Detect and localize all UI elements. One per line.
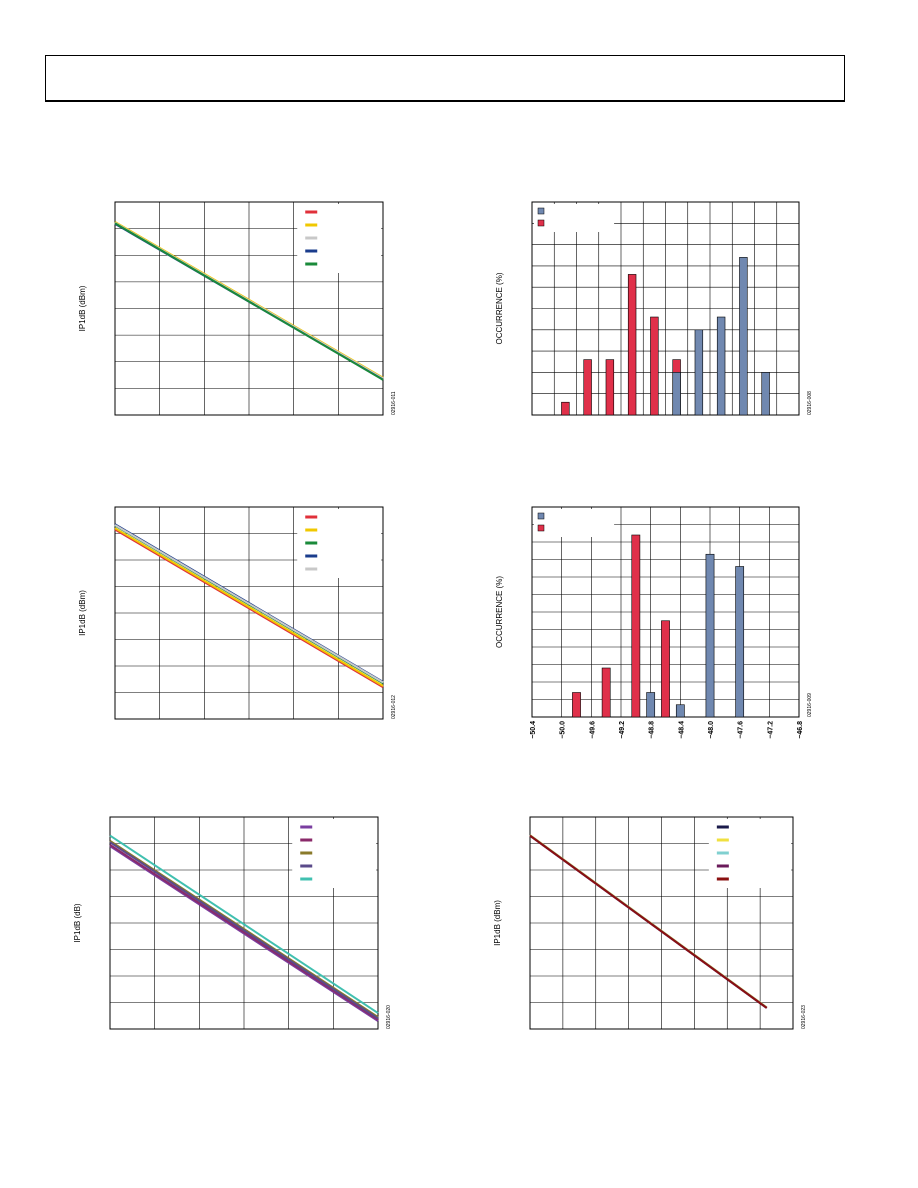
series-line (109, 845, 379, 1022)
occurrence-histogram-2: −50.4 −50.0 −49.6 −49.2 −48.8 −48.4 −48.0 −47.6… (495, 506, 813, 739)
histogram-bar (650, 316, 659, 416)
histogram-bar (661, 620, 670, 718)
histogram-bar (694, 329, 704, 416)
histogram-bar (561, 401, 570, 416)
ip1db-chart-2: IP1dB (dBm) 02916-012 (78, 506, 397, 720)
series-line (114, 527, 384, 687)
legend-swatch (537, 219, 545, 227)
histogram-bar (631, 534, 641, 718)
figure-id: 02916-012 (391, 695, 397, 719)
histogram-bar (583, 359, 592, 416)
histogram-bar (761, 372, 770, 416)
x-tick-label: −49.6 (589, 721, 596, 739)
ip1db-chart-4: IP1dB (dBm) 02916-023 (493, 816, 807, 1030)
histogram-bar (605, 359, 615, 416)
histogram-bar (627, 274, 637, 416)
figure-id: 02916-009 (807, 693, 813, 717)
histogram-bar (572, 692, 581, 718)
x-tick-label: −46.8 (797, 721, 804, 739)
legend-box (534, 204, 615, 232)
legend-swatch (537, 207, 545, 215)
figure-id: 02916-008 (807, 391, 813, 415)
ip1db-chart-3: IP1dB (dB) 02916-020 (73, 816, 392, 1030)
y-axis-label: IP1dB (dBm) (78, 285, 87, 331)
histogram-bar (672, 372, 681, 416)
x-tick-label: −48.8 (649, 721, 656, 739)
figure-id: 02916-020 (386, 1005, 392, 1029)
histogram-bar (739, 257, 748, 416)
y-axis-label: IP1dB (dBm) (493, 900, 502, 946)
y-axis-label: IP1dB (dB) (73, 903, 82, 942)
series-line (114, 528, 384, 689)
y-axis-label: OCCURRENCE (%) (495, 272, 504, 344)
histogram-bar (675, 704, 685, 718)
ip1db-chart-1: IP1dB (dBm) 02916-011 (78, 201, 397, 416)
series-line (109, 841, 379, 1020)
figure-id: 02916-011 (391, 391, 397, 415)
series-line (114, 222, 384, 381)
y-axis-label: IP1dB (dBm) (78, 590, 87, 636)
x-tick-label: −47.2 (767, 721, 774, 739)
x-tick-label: −50.4 (530, 721, 537, 739)
series-line (109, 843, 379, 1021)
histogram-bar (601, 667, 611, 718)
figure-id: 02916-023 (801, 1005, 807, 1029)
occurrence-histogram-1: OCCURRENCE (%) 02916-008 (495, 201, 813, 416)
x-tick-label: −47.6 (738, 721, 745, 739)
series-line (529, 834, 768, 1009)
series-line (109, 840, 379, 1018)
y-axis-label: OCCURRENCE (%) (495, 576, 504, 648)
legend-swatch (537, 512, 545, 520)
histogram-bar (716, 316, 726, 416)
x-tick-label: −48.4 (678, 721, 685, 739)
histogram-bar (735, 566, 745, 718)
x-tick-label: −49.2 (619, 721, 626, 739)
histogram-bar (646, 692, 656, 718)
legend-swatch (537, 524, 545, 532)
x-tick-label: −48.0 (708, 721, 715, 739)
histogram-bar (705, 553, 715, 718)
series-line (109, 834, 379, 1014)
x-tick-label: −50.0 (560, 721, 567, 739)
legend-box (534, 509, 615, 537)
series-line (114, 524, 384, 684)
page-header-box (45, 55, 845, 102)
